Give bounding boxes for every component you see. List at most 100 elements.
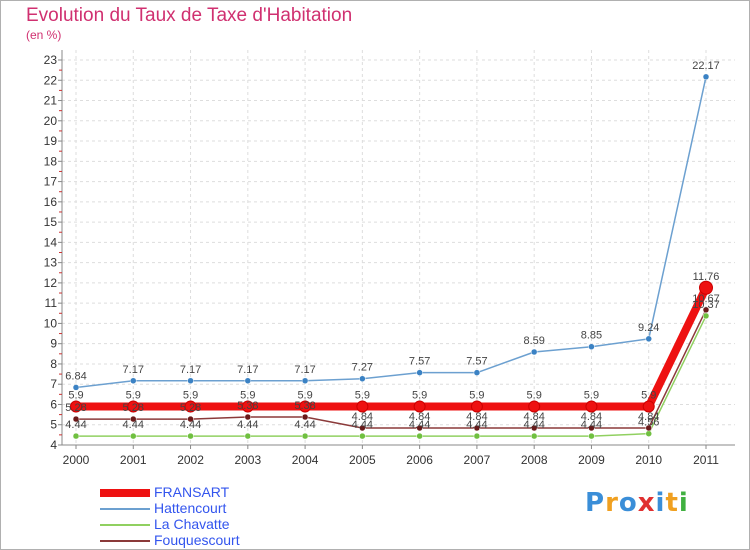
legend-item: Hattencourt <box>100 500 360 517</box>
data-label-fransart: 5.9 <box>297 390 312 402</box>
data-point-fransart <box>528 400 541 413</box>
legend-item: Fouquescourt <box>100 532 360 549</box>
data-point-hattencourt <box>416 369 423 376</box>
data-point-hattencourt <box>359 375 366 382</box>
data-label-hattencourt: 7.27 <box>352 362 373 374</box>
y-tick-label: 17 <box>44 175 58 189</box>
y-tick-label: 8 <box>50 357 57 371</box>
data-label-hattencourt: 9.24 <box>638 322 659 334</box>
data-point-fransart <box>413 400 426 413</box>
x-tick-label: 2003 <box>234 453 261 467</box>
data-label-fouquescourt: 5.38 <box>237 400 258 412</box>
data-label-fouquescourt: 4.84 <box>581 411 602 423</box>
data-label-fransart: 5.9 <box>584 390 599 402</box>
data-label-hattencourt: 7.17 <box>237 364 258 376</box>
series-line-fouquescourt <box>75 309 707 429</box>
data-point-fouquescourt <box>301 413 309 421</box>
x-tick-label: 2005 <box>349 453 376 467</box>
y-tick-label: 7 <box>50 377 57 391</box>
data-point-la-chavatte <box>72 432 80 440</box>
data-label-la-chavatte: 4.44 <box>180 419 201 431</box>
data-point-fouquescourt <box>530 424 538 432</box>
legend-item: FRANSART <box>100 484 360 501</box>
data-label-fransart: 5.9 <box>68 390 83 402</box>
x-tick-label: 2001 <box>120 453 147 467</box>
data-label-fransart: 5.9 <box>355 390 370 402</box>
logo-letter: t <box>665 488 679 518</box>
data-point-hattencourt <box>244 377 252 385</box>
y-tick-label: 4 <box>50 438 57 452</box>
data-point-la-chavatte <box>359 432 366 440</box>
x-tick-label: 2006 <box>406 453 433 467</box>
data-point-fouquescourt <box>473 424 481 432</box>
y-tick-label: 20 <box>44 114 58 128</box>
data-label-la-chavatte: 4.44 <box>237 419 258 431</box>
data-point-la-chavatte <box>645 430 652 437</box>
data-label-la-chavatte: 4.44 <box>523 419 544 431</box>
data-point-hattencourt <box>130 377 137 385</box>
data-point-la-chavatte <box>244 432 252 440</box>
data-label-hattencourt: 8.59 <box>523 335 544 347</box>
logo-letter: x <box>637 488 656 518</box>
legend-swatch <box>100 489 150 497</box>
data-point-la-chavatte <box>530 432 538 440</box>
data-point-fransart <box>642 400 655 413</box>
legend-label: La Chavatte <box>154 516 230 532</box>
data-label-fouquescourt: 4.84 <box>638 411 659 423</box>
data-label-fouquescourt: 5.28 <box>65 402 86 414</box>
data-label-la-chavatte: 4.44 <box>123 419 144 431</box>
legend-swatch <box>100 524 150 526</box>
logo-letter: r <box>605 488 619 518</box>
data-point-la-chavatte <box>473 432 481 440</box>
data-label-hattencourt: 22.17 <box>692 60 720 72</box>
data-point-hattencourt <box>72 384 80 391</box>
data-point-fouquescourt <box>244 413 252 421</box>
data-point-fouquescourt <box>588 424 595 432</box>
data-label-fransart: 5.9 <box>527 390 542 402</box>
data-label-hattencourt: 7.17 <box>294 364 315 376</box>
data-point-la-chavatte <box>588 432 595 440</box>
y-tick-label: 11 <box>45 296 58 310</box>
data-label-la-chavatte: 4.44 <box>294 419 315 431</box>
y-tick-label: 5 <box>50 418 57 432</box>
legend: FRANSART Hattencourt La Chavatte Fouquescou… <box>100 484 360 549</box>
proxiti-logo: Proxiti <box>585 488 689 518</box>
y-tick-label: 16 <box>44 195 58 209</box>
legend-label: Fouquescourt <box>154 532 240 548</box>
y-tick-label: 15 <box>44 215 58 229</box>
data-label-fouquescourt: 5.28 <box>180 402 201 414</box>
data-label-fouquescourt: 4.84 <box>409 411 430 423</box>
data-point-fransart <box>699 280 713 295</box>
data-label-la-chavatte: 4.44 <box>409 419 430 431</box>
data-point-fransart <box>70 400 82 413</box>
x-tick-label: 2009 <box>578 453 605 467</box>
data-point-fouquescourt <box>359 424 366 432</box>
data-point-fouquescourt <box>702 306 710 314</box>
data-label-fouquescourt: 5.38 <box>294 400 315 412</box>
data-point-la-chavatte <box>187 432 194 440</box>
data-point-hattencourt <box>702 73 710 81</box>
series-line-la-chavatte <box>75 315 707 437</box>
data-point-fransart <box>127 400 140 413</box>
data-label-hattencourt: 7.57 <box>466 356 487 368</box>
y-tick-label: 13 <box>44 256 58 270</box>
data-point-la-chavatte <box>130 432 137 440</box>
data-label-fransart: 5.9 <box>240 390 255 402</box>
data-point-hattencourt <box>473 369 481 376</box>
data-label-fransart: 5.9 <box>183 390 198 402</box>
data-label-la-chavatte: 4.44 <box>352 419 373 431</box>
y-tick-label: 19 <box>44 134 58 148</box>
y-tick-label: 21 <box>44 94 58 108</box>
data-point-fransart <box>585 400 598 413</box>
legend-swatch <box>100 508 150 510</box>
data-point-fouquescourt <box>130 415 137 423</box>
data-label-fouquescourt: 4.84 <box>466 411 487 423</box>
y-tick-label: 18 <box>44 154 58 168</box>
data-label-fransart: 5.9 <box>641 390 656 402</box>
data-point-fransart <box>299 400 312 413</box>
data-point-fransart <box>184 400 197 413</box>
data-point-fouquescourt <box>645 424 652 432</box>
logo-letter: o <box>618 488 638 518</box>
data-point-fransart <box>241 400 254 413</box>
